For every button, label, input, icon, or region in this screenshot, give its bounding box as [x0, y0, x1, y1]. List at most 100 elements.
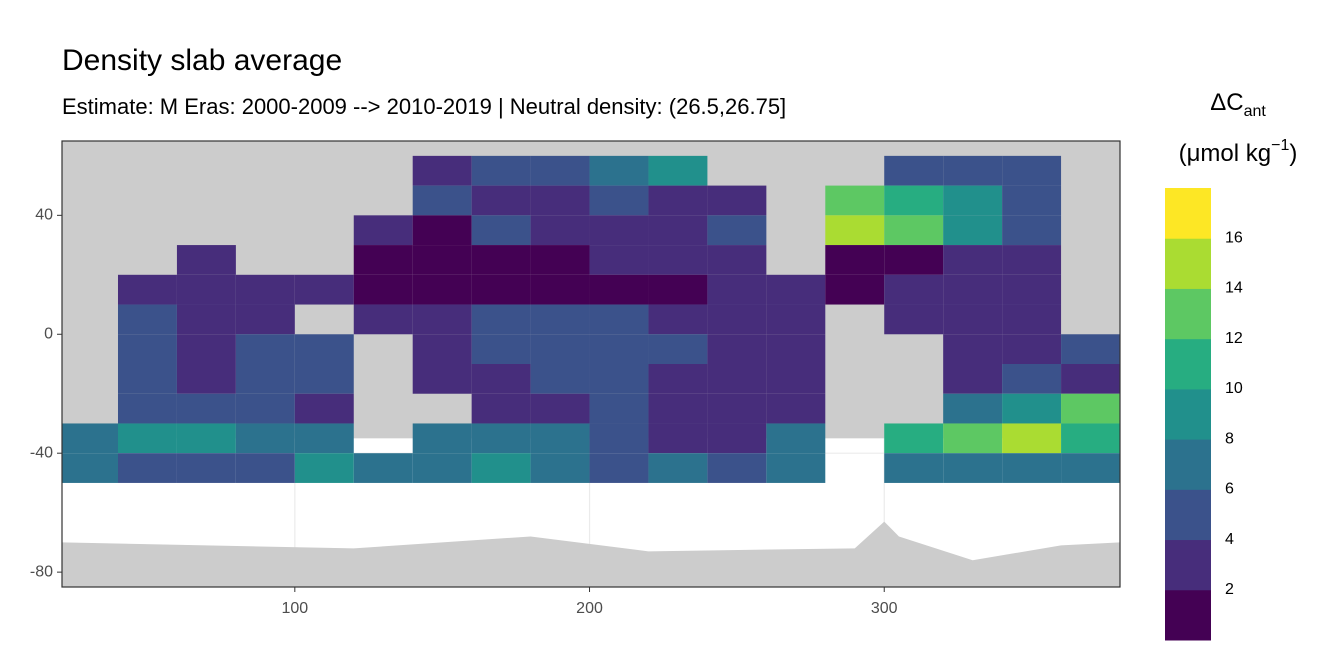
- cell: [884, 185, 944, 216]
- cell: [648, 155, 708, 186]
- legend-title: ΔCant: [1210, 89, 1266, 120]
- cell: [943, 364, 1003, 394]
- y-tick-label: 40: [35, 207, 53, 224]
- cell: [1002, 423, 1062, 454]
- cell: [471, 423, 531, 454]
- legend-unit-end: ): [1289, 140, 1297, 167]
- cell: [530, 185, 590, 216]
- cell: [766, 393, 826, 424]
- y-tick-label: -40: [30, 444, 53, 461]
- cell: [353, 215, 413, 246]
- cell: [176, 245, 236, 275]
- cell: [412, 155, 472, 186]
- cell: [707, 453, 767, 483]
- legend-swatch: [1165, 489, 1211, 541]
- cell: [412, 304, 472, 335]
- cell: [707, 245, 767, 275]
- cell: [412, 364, 472, 394]
- legend-title-sub: ant: [1244, 103, 1267, 120]
- cell: [1002, 274, 1062, 305]
- cell: [353, 274, 413, 305]
- cell: [117, 274, 177, 305]
- cell: [943, 215, 1003, 246]
- cell: [766, 364, 826, 394]
- legend-unit-sup: −1: [1271, 137, 1289, 154]
- cell: [884, 304, 944, 335]
- y-tick-label: 0: [44, 325, 53, 342]
- legend-swatch: [1165, 589, 1211, 641]
- cell: [648, 215, 708, 246]
- cell: [1061, 393, 1120, 424]
- cell: [884, 155, 944, 186]
- cell: [412, 215, 472, 246]
- cell: [1002, 245, 1062, 275]
- cell: [648, 393, 708, 424]
- cell: [471, 274, 531, 305]
- legend-unit-text: (μmol kg: [1179, 140, 1272, 167]
- cell: [648, 334, 708, 364]
- cell: [648, 245, 708, 275]
- cell: [943, 185, 1003, 216]
- cell: [176, 423, 236, 454]
- cell: [235, 423, 295, 454]
- cell: [707, 274, 767, 305]
- cell: [412, 185, 472, 216]
- cell: [117, 423, 177, 454]
- cell: [943, 274, 1003, 305]
- cell: [589, 393, 649, 424]
- cell: [235, 364, 295, 394]
- cell: [353, 453, 413, 483]
- cell: [825, 274, 885, 305]
- legend-swatch: [1165, 388, 1211, 440]
- legend-swatch: [1165, 188, 1211, 239]
- cell: [176, 393, 236, 424]
- cell: [117, 334, 177, 364]
- cell: [1002, 304, 1062, 335]
- cell: [471, 334, 531, 364]
- legend-label: 14: [1225, 280, 1243, 297]
- cell: [530, 304, 590, 335]
- cell: [1061, 334, 1120, 364]
- cell: [471, 304, 531, 335]
- cell: [943, 334, 1003, 364]
- cell: [884, 423, 944, 454]
- cell: [117, 364, 177, 394]
- legend-label: 12: [1225, 330, 1243, 347]
- antarctica: [62, 521, 1120, 587]
- cell: [176, 453, 236, 483]
- cell: [884, 453, 944, 483]
- cell: [1002, 215, 1062, 246]
- legend-swatch: [1165, 539, 1211, 591]
- cell: [943, 245, 1003, 275]
- cell: [353, 245, 413, 275]
- cell: [235, 334, 295, 364]
- cell: [825, 185, 885, 216]
- cell: [648, 274, 708, 305]
- legend-title-main: ΔC: [1210, 89, 1243, 116]
- panel-border: [61, 140, 1121, 588]
- cell: [471, 245, 531, 275]
- cell: [471, 215, 531, 246]
- cell: [117, 393, 177, 424]
- legend-swatch: [1165, 238, 1211, 289]
- cell: [176, 364, 236, 394]
- cell: [530, 245, 590, 275]
- cell: [353, 304, 413, 335]
- cell: [62, 423, 118, 454]
- x-tick-label: 200: [576, 600, 603, 617]
- cell: [471, 155, 531, 186]
- cell: [117, 453, 177, 483]
- legend-unit: (μmol kg−1): [1179, 137, 1298, 167]
- cell: [1002, 453, 1062, 483]
- legend-swatch: [1165, 338, 1211, 390]
- y-tick-label: -80: [30, 563, 53, 580]
- cell: [707, 304, 767, 335]
- cell: [530, 453, 590, 483]
- cell: [1061, 423, 1120, 454]
- cell: [884, 245, 944, 275]
- cell: [943, 155, 1003, 186]
- cell: [943, 393, 1003, 424]
- cell: [235, 393, 295, 424]
- cell: [176, 334, 236, 364]
